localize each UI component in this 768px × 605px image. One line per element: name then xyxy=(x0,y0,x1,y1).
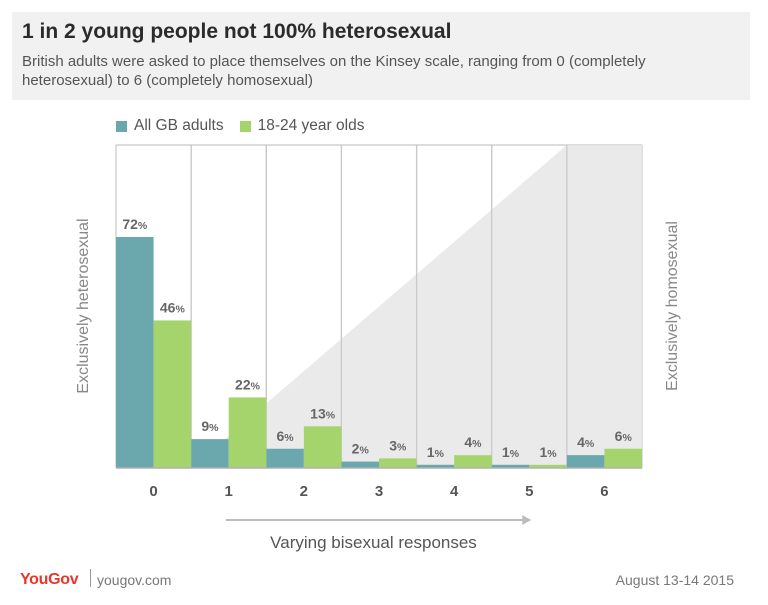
data-label: 46% xyxy=(160,299,186,315)
bar-young-0 xyxy=(153,320,192,468)
bar-young-1 xyxy=(228,397,267,468)
bar-young-4 xyxy=(454,455,492,468)
legend-item-all-gb-adults: All GB adults xyxy=(116,117,224,135)
chart-legend: All GB adults 18-24 year olds xyxy=(116,117,380,135)
x-tick-label: 6 xyxy=(600,483,608,500)
data-label: 1% xyxy=(540,444,558,460)
legend-swatch-18-24 xyxy=(239,120,251,132)
data-label: 6% xyxy=(277,428,295,444)
data-label: 4% xyxy=(464,434,482,450)
bar-young-5 xyxy=(529,464,567,468)
chart-header: 1 in 2 young people not 100% heterosexua… xyxy=(12,12,750,100)
bar-all-gb-5 xyxy=(491,464,530,468)
data-label: 1% xyxy=(427,444,445,460)
bisexual-arrow-head xyxy=(522,515,532,525)
bar-all-gb-2 xyxy=(266,448,304,468)
x-tick-label: 5 xyxy=(525,483,533,500)
bar-all-gb-3 xyxy=(341,461,379,468)
right-axis-label: Exclusively homosexual xyxy=(664,221,681,391)
bar-all-gb-1 xyxy=(191,439,229,468)
footer-divider xyxy=(90,569,91,587)
x-tick-label: 3 xyxy=(375,483,383,500)
legend-item-18-24: 18-24 year olds xyxy=(239,117,365,135)
bar-young-2 xyxy=(303,426,342,468)
x-arrow-label: Varying bisexual responses xyxy=(270,533,477,552)
x-tick-label: 0 xyxy=(149,483,157,500)
footer-date: August 13-14 2015 xyxy=(615,572,734,588)
data-label: 9% xyxy=(201,418,219,434)
data-label: 72% xyxy=(122,216,148,232)
yougov-logo: YouGov xyxy=(20,571,79,588)
chart-subtitle: British adults were asked to place thems… xyxy=(22,53,646,89)
data-label: 2% xyxy=(352,441,370,457)
x-tick-label: 1 xyxy=(225,483,233,500)
legend-label-18-24: 18-24 year olds xyxy=(257,117,365,134)
data-label: 13% xyxy=(310,405,336,421)
chart-title: 1 in 2 young people not 100% heterosexua… xyxy=(22,20,452,43)
x-tick-label: 2 xyxy=(300,483,308,500)
footer-url: yougov.com xyxy=(97,572,172,588)
bar-all-gb-0 xyxy=(116,237,154,468)
bar-young-3 xyxy=(379,458,417,468)
bar-all-gb-6 xyxy=(566,455,605,468)
bar-all-gb-4 xyxy=(416,464,455,468)
data-label: 22% xyxy=(235,376,261,392)
data-label: 4% xyxy=(577,434,595,450)
data-label: 3% xyxy=(389,437,407,453)
bar-young-6 xyxy=(604,448,642,468)
left-axis-label: Exclusively heterosexual xyxy=(75,218,92,393)
legend-swatch-all-gb-adults xyxy=(116,120,127,132)
x-tick-label: 4 xyxy=(450,483,459,500)
legend-label-all-gb-adults: All GB adults xyxy=(134,117,224,134)
data-label: 6% xyxy=(615,428,633,444)
data-label: 1% xyxy=(502,444,520,460)
